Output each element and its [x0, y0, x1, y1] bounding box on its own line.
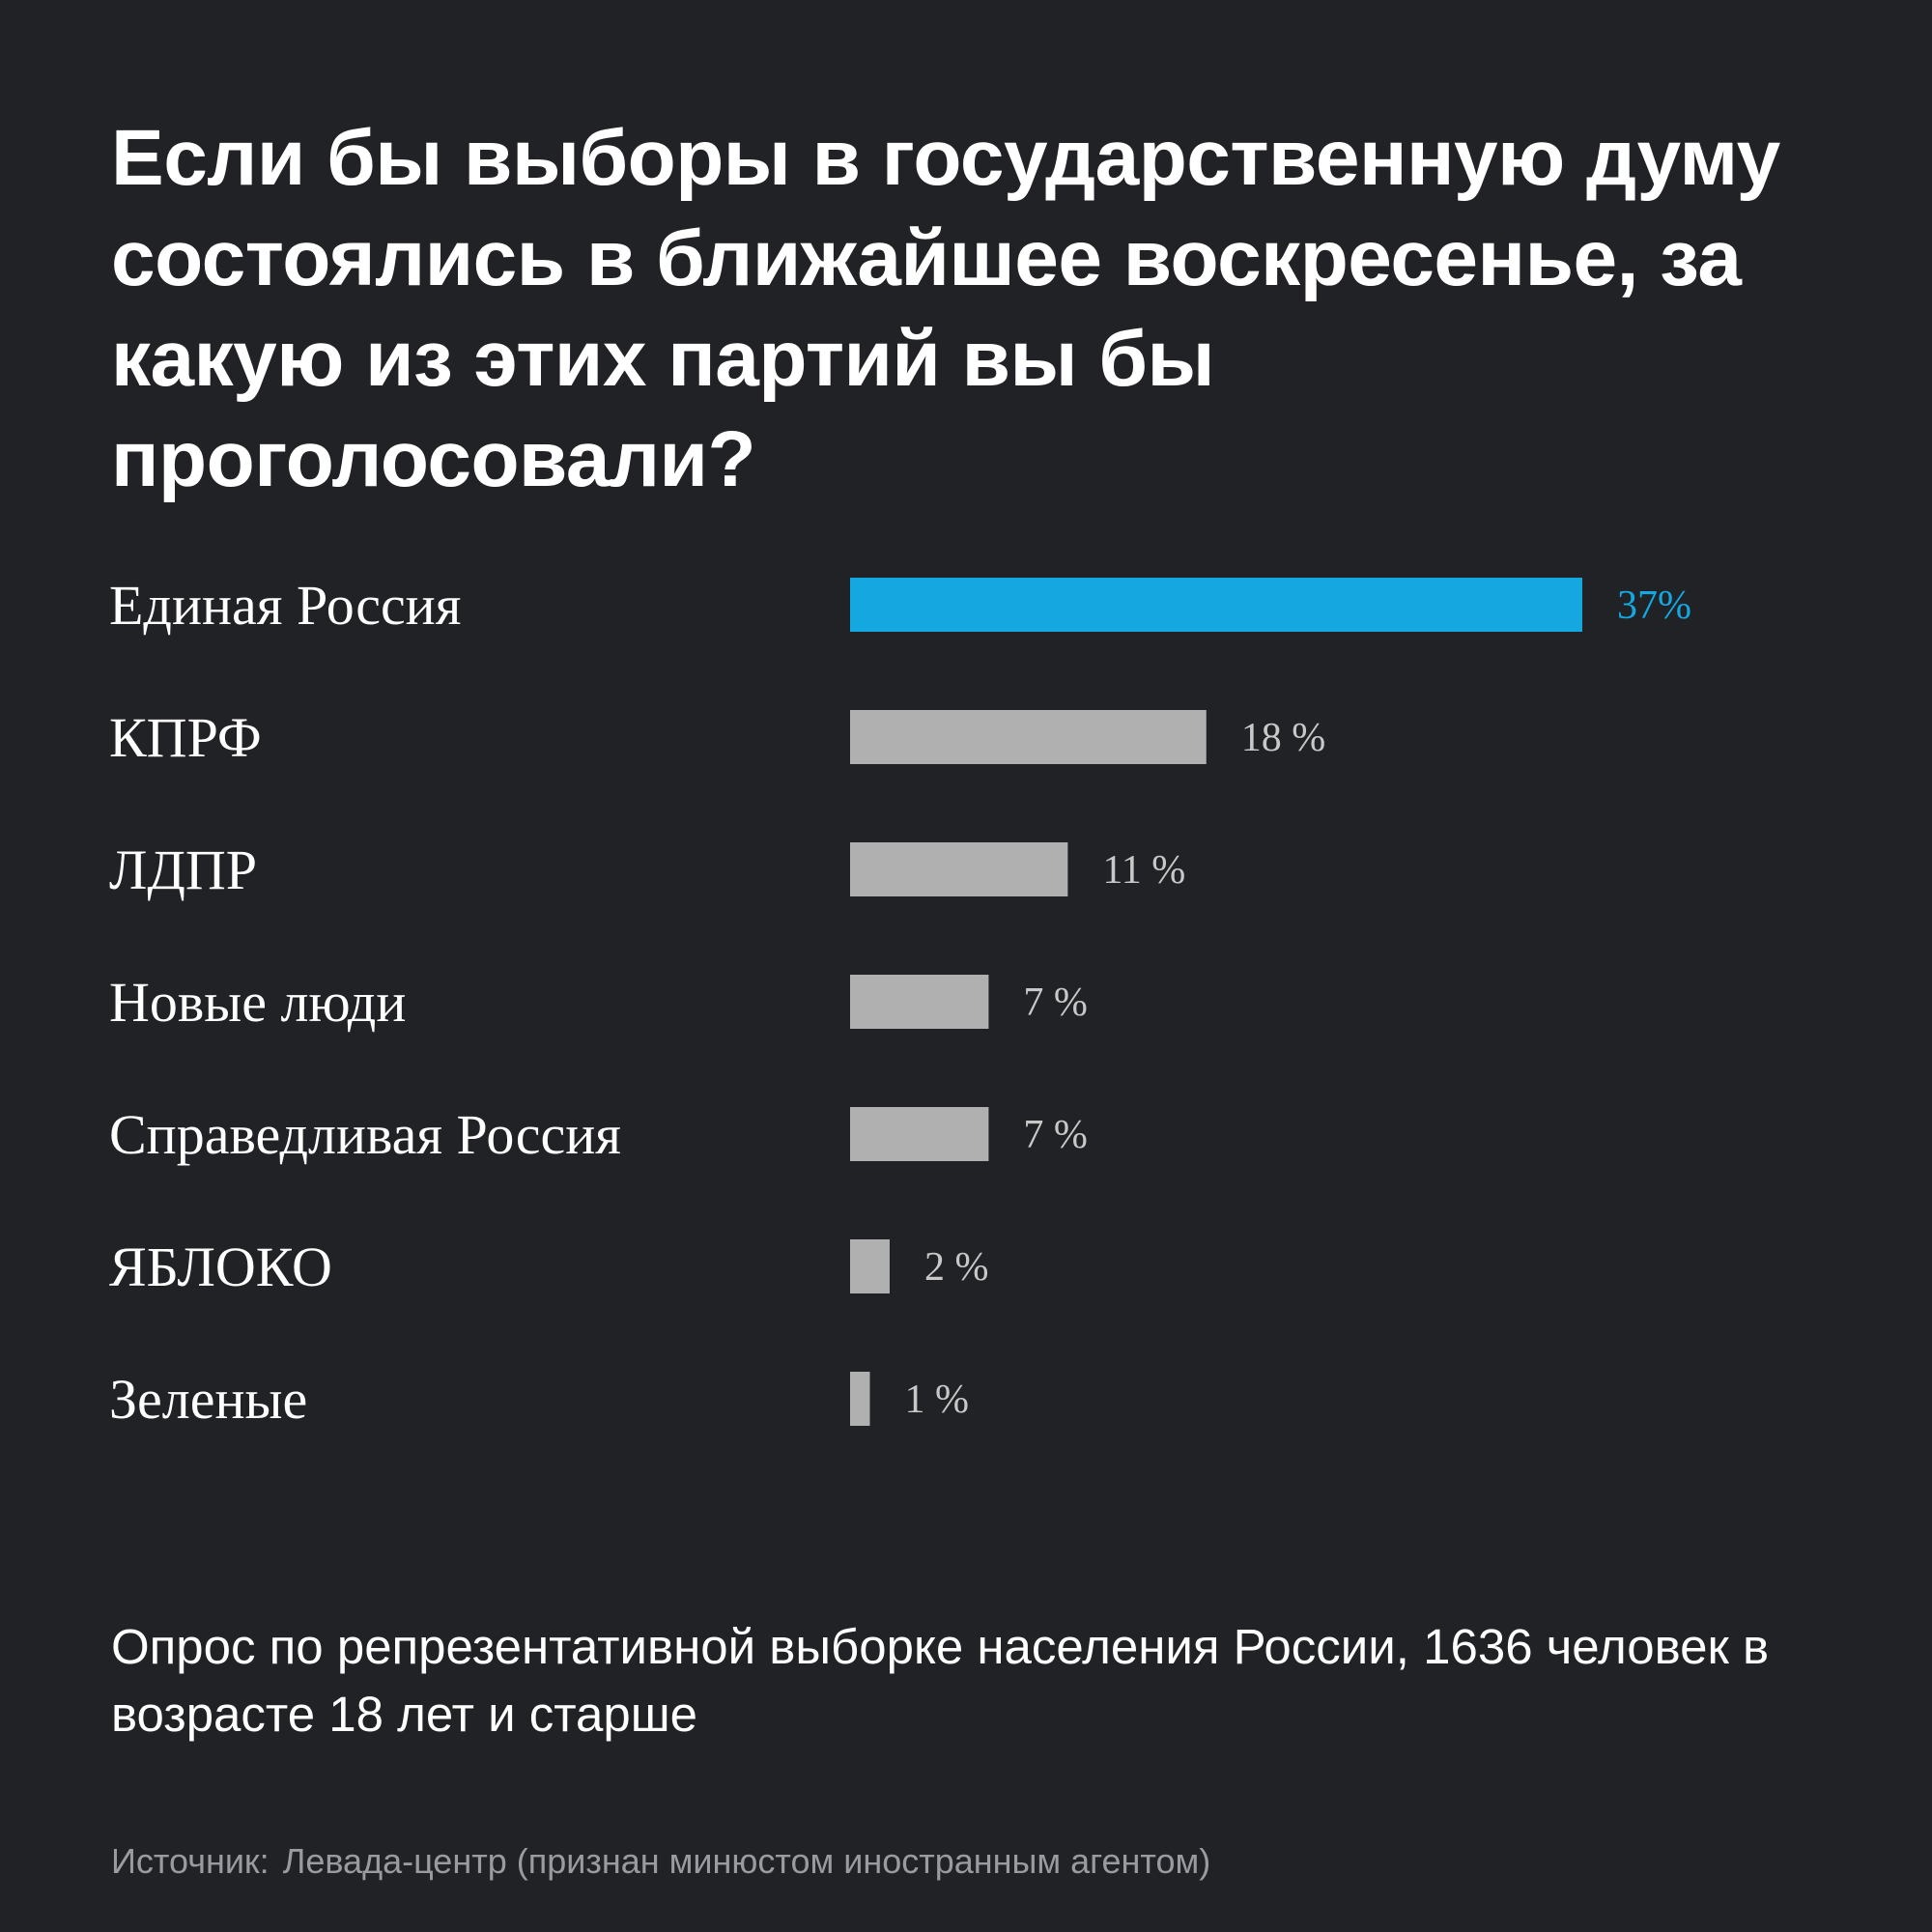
- bar: [850, 710, 1207, 764]
- bar-chart: Единая Россия 37% КПРФ 18 % ЛДПР 11 % Новые лю…: [109, 574, 1691, 1431]
- category-label: ЯБЛОКО: [109, 1236, 332, 1298]
- data-label: 1 %: [904, 1378, 969, 1422]
- bar: [850, 1239, 890, 1293]
- category-label: Новые люди: [109, 971, 406, 1034]
- bar: [850, 578, 1582, 632]
- data-label: 18 %: [1241, 716, 1326, 760]
- source-line: Источник: Левада-центр (признан минюстом …: [111, 1840, 1850, 1883]
- bar: [850, 842, 1068, 896]
- data-label: 11 %: [1102, 848, 1185, 893]
- source-label: Источник:: [111, 1841, 270, 1881]
- category-label: КПРФ: [109, 706, 262, 769]
- chart-title: Если бы выборы в государственную думу со…: [111, 114, 1780, 503]
- survey-note: Опрос по репрезентативной выборке населе…: [111, 1619, 1770, 1742]
- data-label: 7 %: [1023, 1113, 1088, 1157]
- category-label: Справедливая Россия: [109, 1103, 621, 1166]
- data-label: 2 %: [924, 1245, 989, 1290]
- category-label: Зеленые: [109, 1368, 307, 1431]
- bar: [850, 1107, 989, 1161]
- category-label: ЛДПР: [109, 838, 257, 901]
- data-label: 37%: [1617, 583, 1691, 628]
- data-label: 7 %: [1023, 980, 1088, 1025]
- category-label: Единая Россия: [109, 574, 461, 637]
- bar: [850, 975, 989, 1029]
- bar: [850, 1372, 870, 1426]
- source-text: Левада-центр (признан минюстом иностранн…: [282, 1841, 1211, 1881]
